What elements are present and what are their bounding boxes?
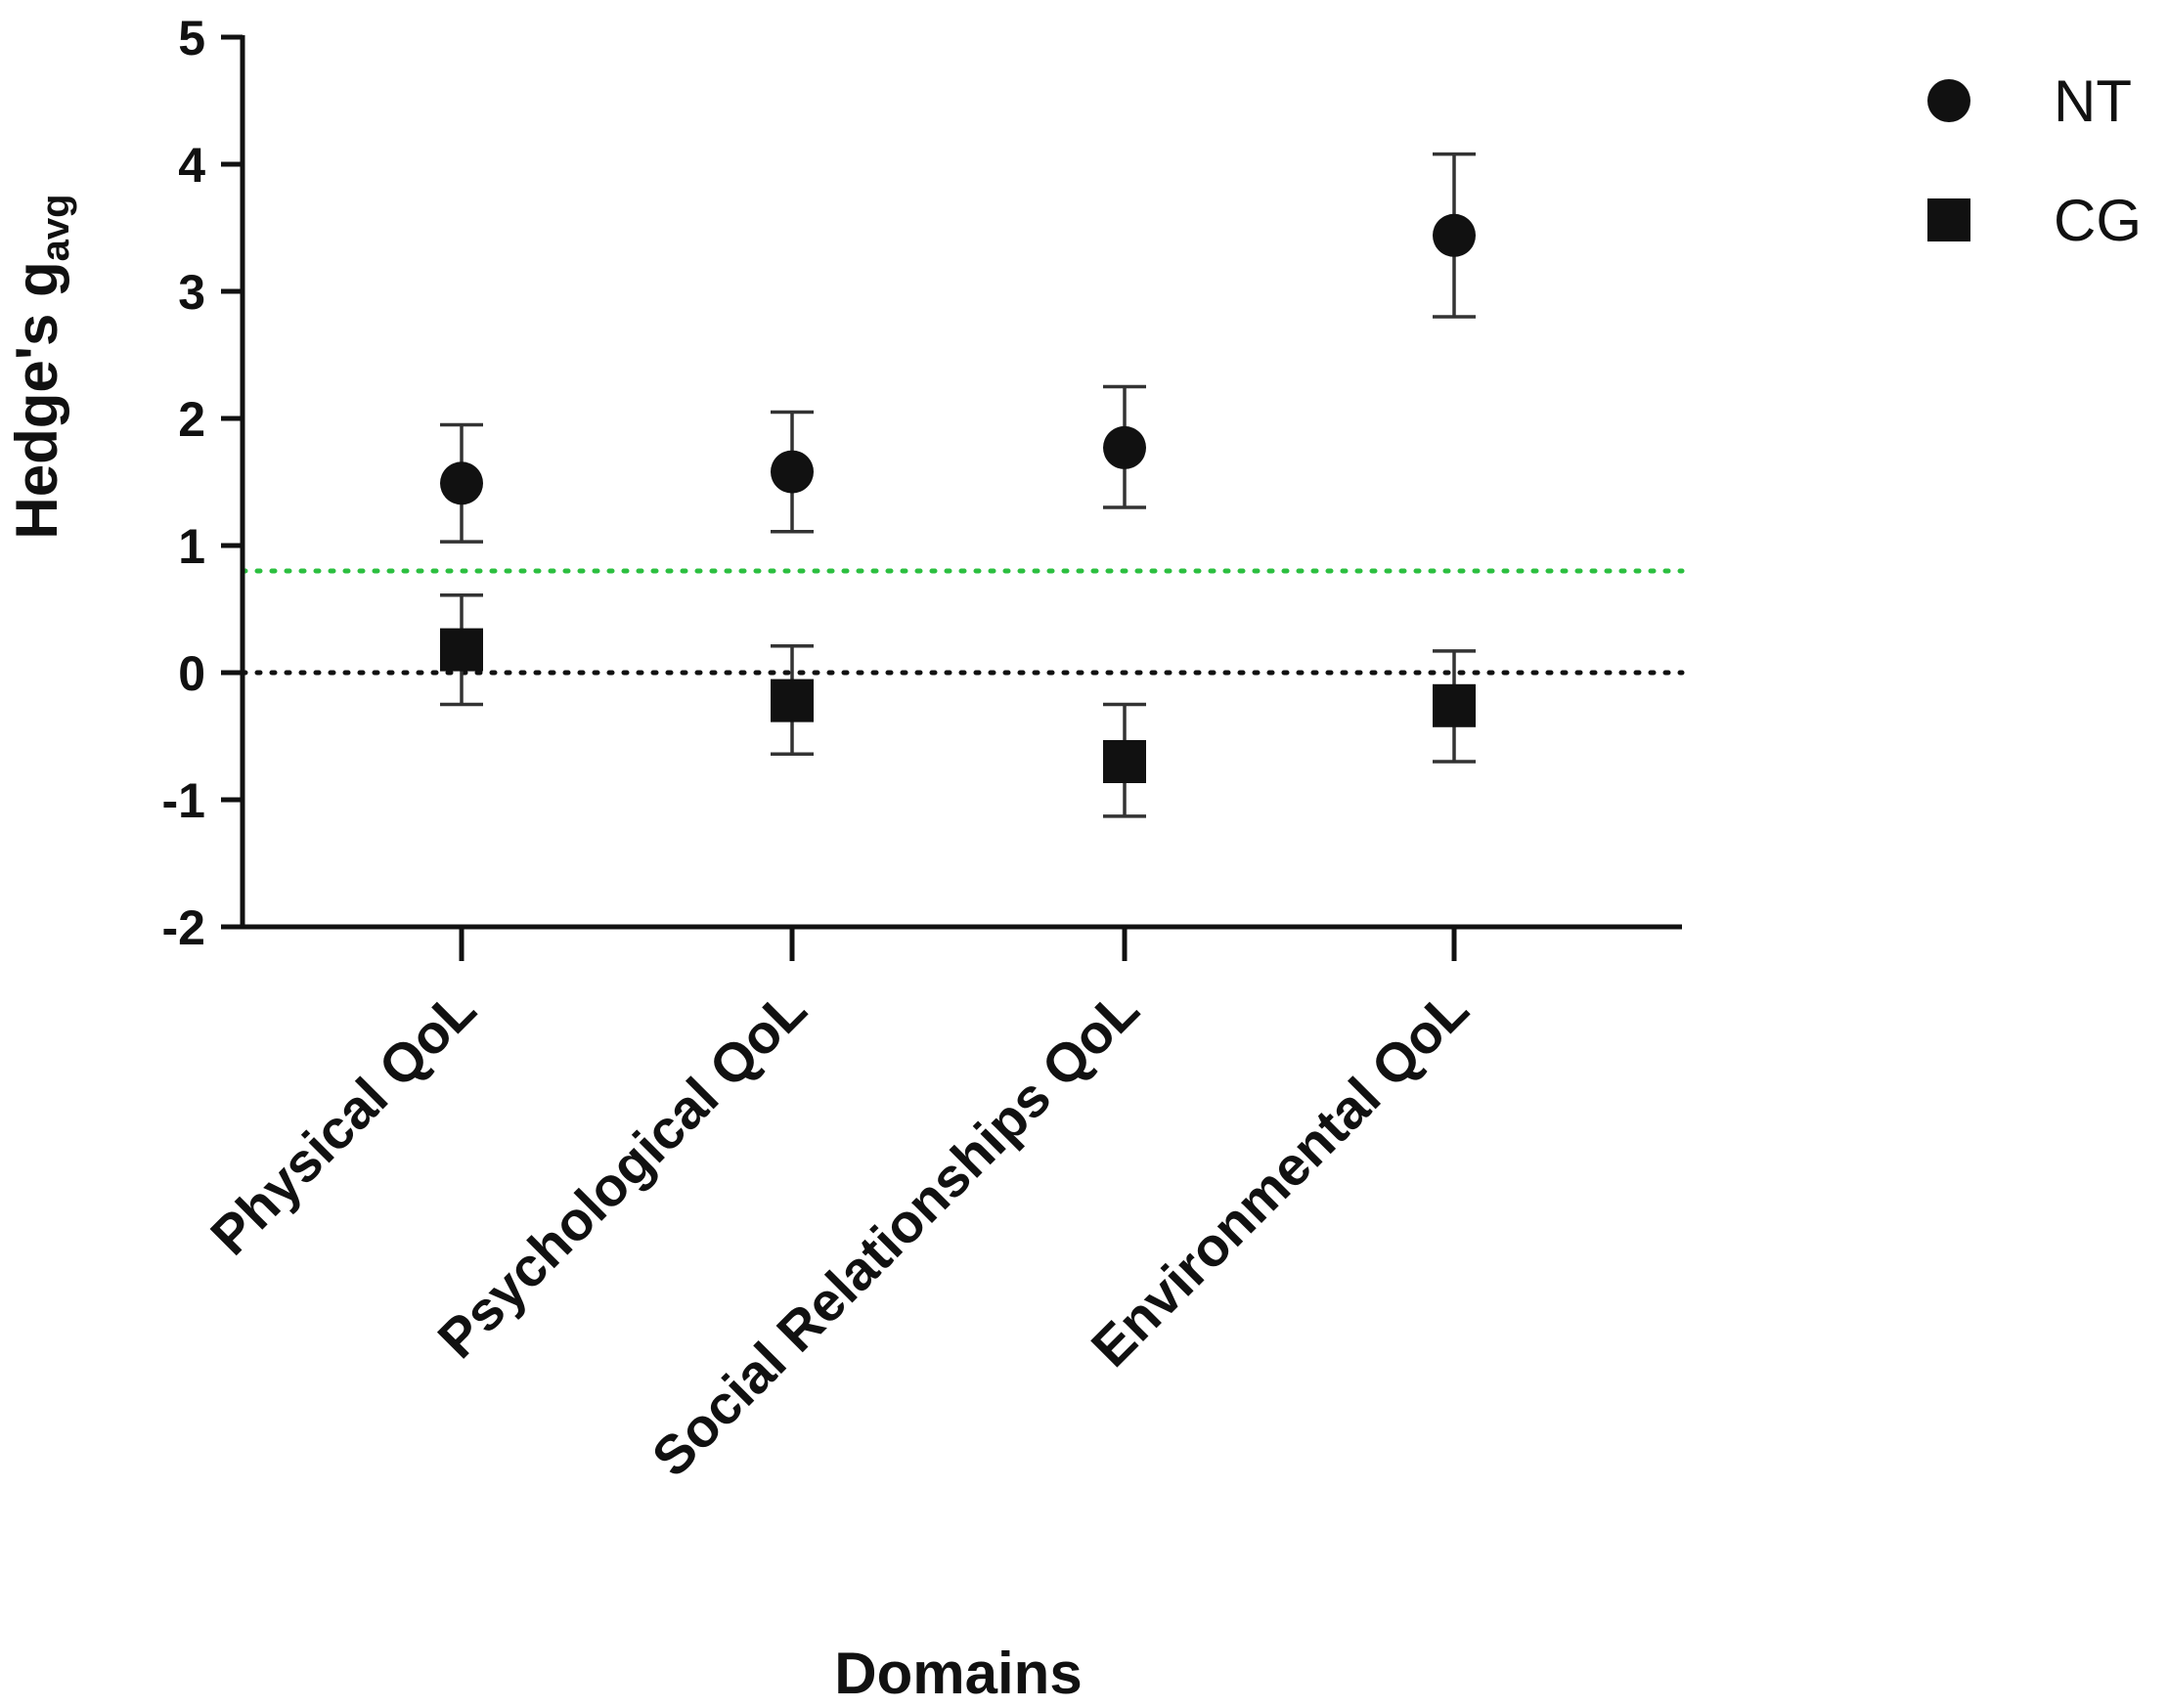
y-tick-label: -2 (162, 900, 205, 955)
point-cg (1103, 740, 1146, 783)
legend-label-cg: CG (2054, 188, 2142, 253)
y-tick-label: 3 (178, 265, 205, 320)
y-axis-title-subscript: avg (34, 194, 77, 261)
point-cg (771, 679, 814, 723)
point-nt (1433, 213, 1476, 257)
y-axis-title: Hedge's gavg (4, 194, 77, 539)
point-cg (440, 628, 483, 672)
data-markers (440, 213, 1476, 783)
legend-marker-cg (1927, 198, 1970, 241)
x-tick-label: Physical QoL (199, 978, 487, 1266)
legend-label-nt: NT (2054, 68, 2132, 134)
point-nt (440, 461, 483, 505)
y-tick-label: 2 (178, 392, 205, 447)
y-tick-label: -1 (162, 773, 205, 828)
axes (221, 34, 1682, 961)
reference-lines (240, 568, 1685, 676)
x-axis-title: Domains (834, 1641, 1082, 1706)
point-nt (771, 450, 814, 494)
y-tick-label: 1 (178, 519, 205, 574)
y-tick-label: 4 (178, 138, 205, 193)
legend-marker-nt (1927, 79, 1970, 122)
legend: NT CG (1927, 68, 2142, 253)
error-bars (440, 152, 1476, 818)
x-tick-label: Psychological QoL (425, 978, 818, 1370)
y-tick-label: 5 (178, 11, 205, 66)
point-nt (1103, 425, 1146, 469)
point-cg (1433, 683, 1476, 727)
x-tick-label: Environmental QoL (1080, 978, 1481, 1379)
y-tick-label: 0 (178, 646, 205, 701)
